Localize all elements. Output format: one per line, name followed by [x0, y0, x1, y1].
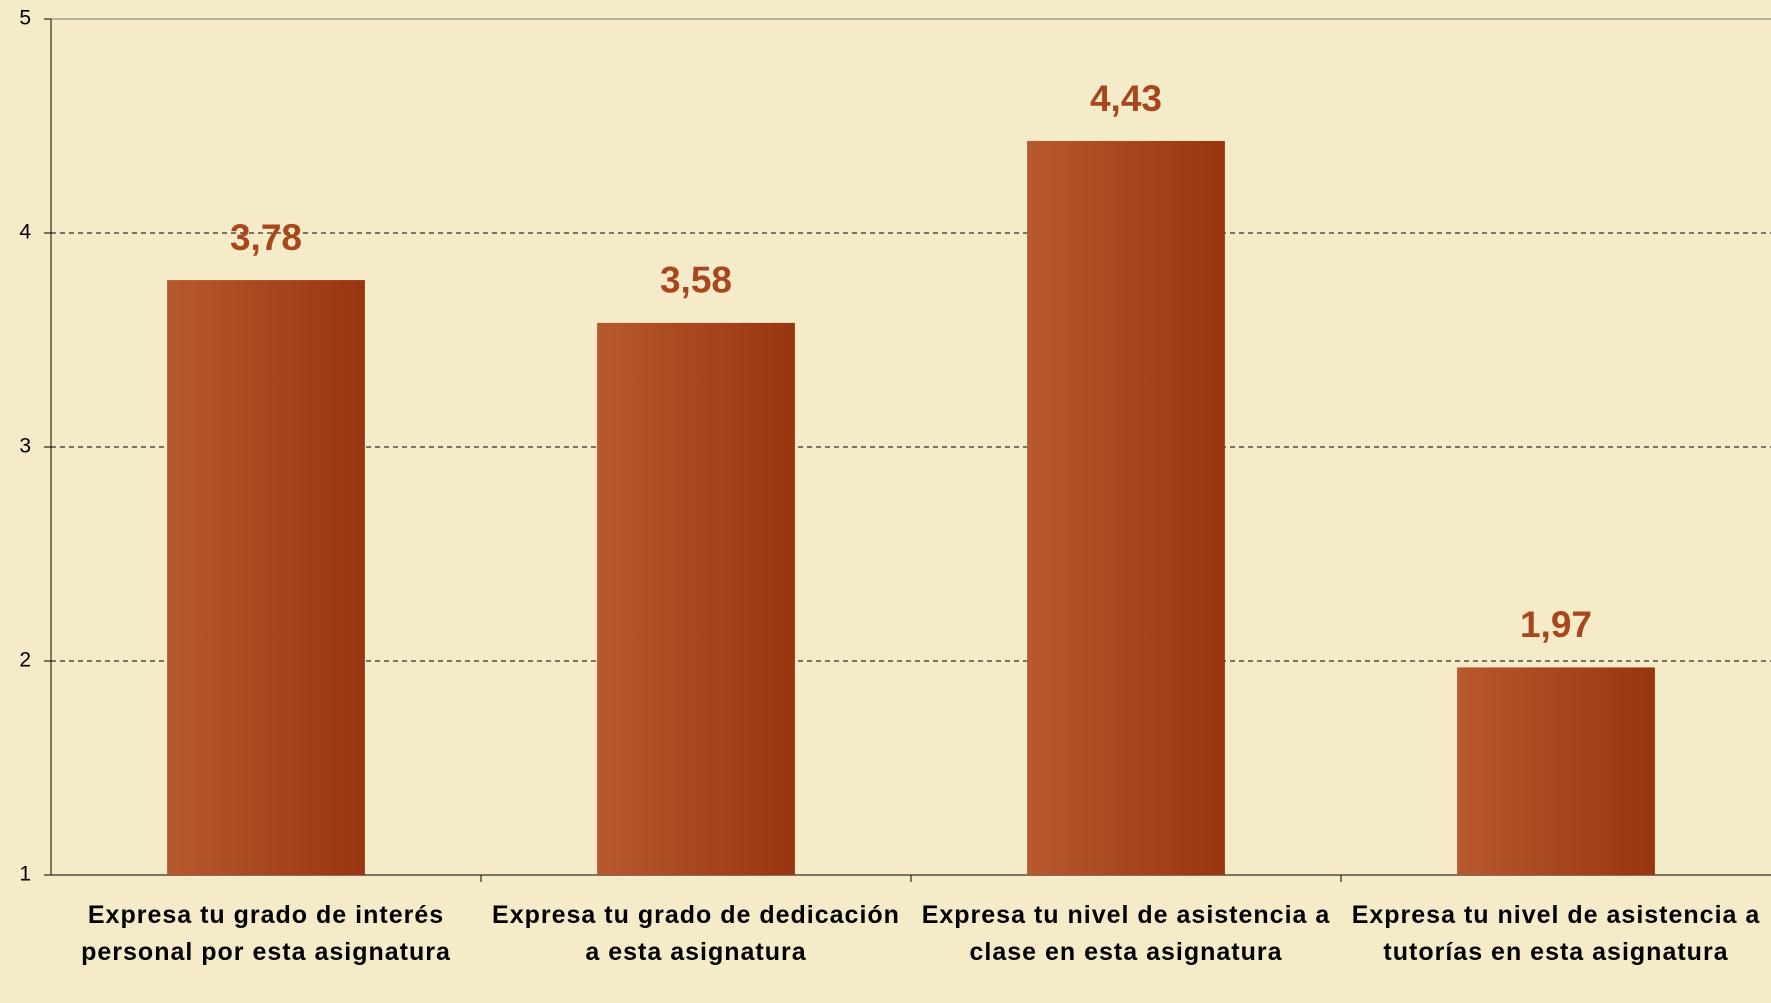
value-label: 3,78: [230, 217, 302, 258]
x-tick-label: Expresa tu nivel de asistencia a tutoría…: [1351, 901, 1761, 966]
bar: [597, 322, 795, 875]
value-label: 1,97: [1520, 604, 1592, 645]
bar: [167, 280, 365, 876]
y-tick-label: 5: [19, 7, 31, 30]
x-tick-label: Expresa tu grado de dedicación a esta as…: [492, 901, 900, 966]
bar: [1457, 667, 1655, 875]
x-tick-label: Expresa tu grado de interés personal por…: [81, 901, 451, 966]
bar: [1027, 140, 1225, 876]
y-tick-label: 1: [19, 863, 31, 886]
y-tick-label: 2: [19, 649, 31, 672]
y-tick-label: 4: [19, 221, 31, 244]
x-tick-label: Expresa tu nivel de asistencia a clase e…: [921, 901, 1331, 966]
y-tick-label: 3: [19, 435, 31, 458]
value-label: 4,43: [1090, 78, 1162, 119]
value-label: 3,58: [660, 260, 732, 301]
